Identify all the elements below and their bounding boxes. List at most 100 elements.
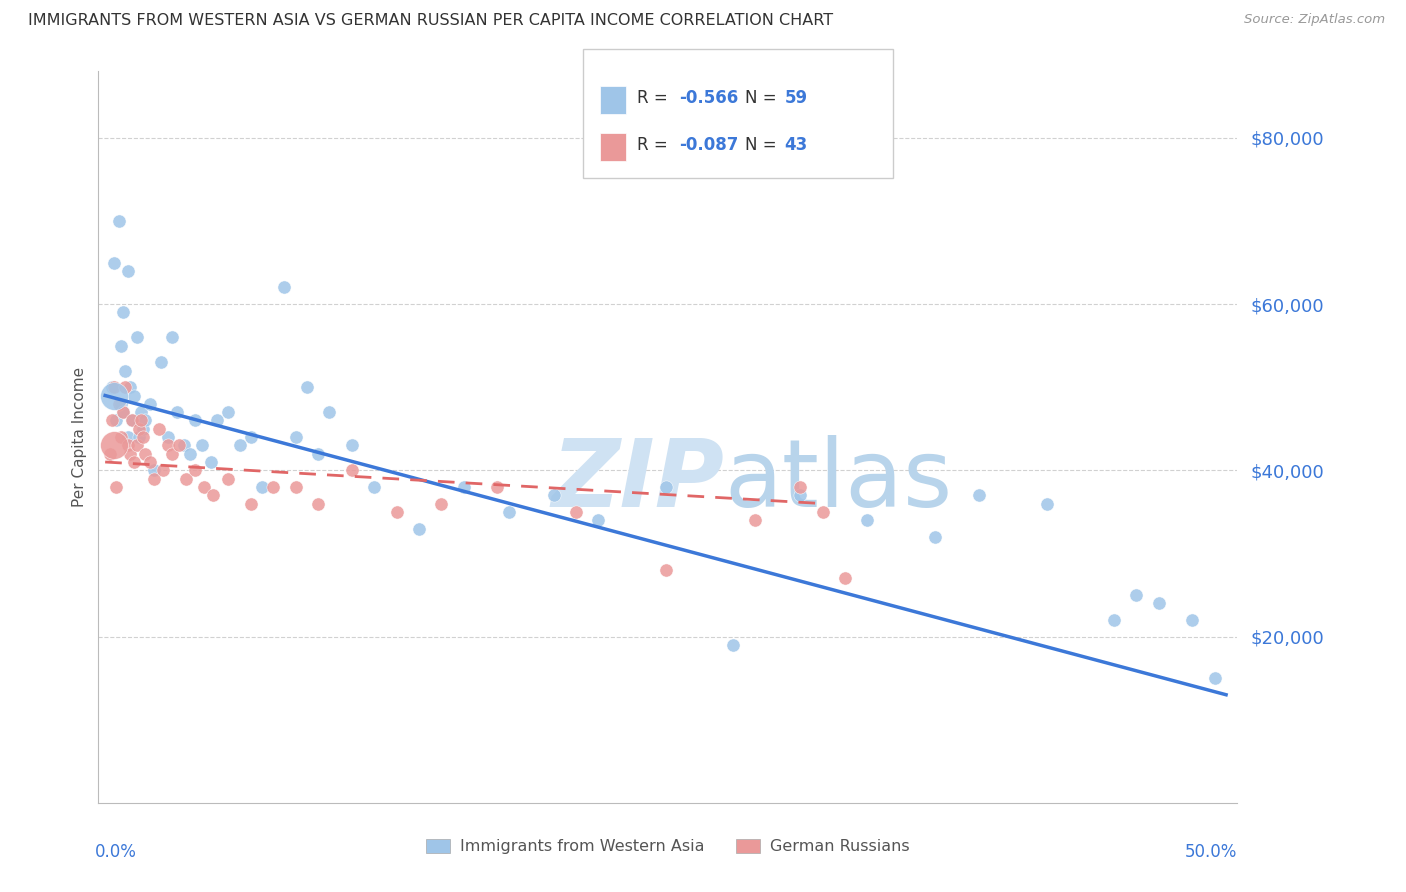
Point bbox=[284, 480, 307, 494]
Point bbox=[98, 447, 121, 461]
Point bbox=[789, 488, 811, 502]
Point bbox=[1125, 588, 1147, 602]
Point bbox=[363, 480, 385, 494]
Text: -0.087: -0.087 bbox=[679, 136, 738, 154]
Point bbox=[117, 438, 139, 452]
Point bbox=[143, 472, 166, 486]
Point bbox=[1035, 497, 1057, 511]
Point bbox=[924, 530, 946, 544]
Point bbox=[1181, 613, 1204, 627]
Text: atlas: atlas bbox=[725, 435, 953, 527]
Text: R =: R = bbox=[637, 136, 673, 154]
Point bbox=[250, 480, 273, 494]
Point bbox=[110, 397, 132, 411]
Y-axis label: Per Capita Income: Per Capita Income bbox=[72, 367, 87, 508]
Point bbox=[139, 455, 162, 469]
Point bbox=[654, 480, 676, 494]
Point bbox=[139, 397, 162, 411]
Point bbox=[588, 513, 610, 527]
Point bbox=[179, 447, 201, 461]
Point bbox=[166, 405, 188, 419]
Point bbox=[114, 363, 136, 377]
Point bbox=[340, 463, 363, 477]
Point bbox=[239, 430, 262, 444]
Point bbox=[162, 447, 184, 461]
Point bbox=[103, 380, 125, 394]
Text: N =: N = bbox=[745, 136, 782, 154]
Point bbox=[201, 488, 224, 502]
Point bbox=[117, 430, 139, 444]
Point bbox=[124, 455, 146, 469]
Point bbox=[112, 405, 135, 419]
Point bbox=[307, 447, 329, 461]
Point bbox=[744, 513, 766, 527]
Point bbox=[112, 405, 135, 419]
Point bbox=[143, 463, 166, 477]
Point bbox=[295, 380, 318, 394]
Point bbox=[150, 355, 173, 369]
Point bbox=[134, 413, 156, 427]
Point bbox=[124, 388, 146, 402]
Point bbox=[162, 330, 184, 344]
Point bbox=[101, 413, 124, 427]
Point bbox=[565, 505, 588, 519]
Point bbox=[193, 480, 215, 494]
Text: Source: ZipAtlas.com: Source: ZipAtlas.com bbox=[1244, 13, 1385, 27]
Legend: Immigrants from Western Asia, German Russians: Immigrants from Western Asia, German Rus… bbox=[420, 832, 915, 861]
Point bbox=[107, 397, 129, 411]
Point bbox=[307, 497, 329, 511]
Point bbox=[228, 438, 250, 452]
Point bbox=[284, 430, 307, 444]
Point bbox=[856, 513, 879, 527]
Point bbox=[721, 638, 744, 652]
Point bbox=[132, 422, 155, 436]
Point bbox=[103, 438, 125, 452]
Point bbox=[121, 413, 143, 427]
Point bbox=[152, 463, 174, 477]
Point bbox=[128, 422, 150, 436]
Point bbox=[498, 505, 520, 519]
Point bbox=[217, 405, 239, 419]
Text: 0.0%: 0.0% bbox=[96, 843, 136, 861]
Point bbox=[125, 438, 148, 452]
Point bbox=[543, 488, 565, 502]
Point bbox=[118, 380, 141, 394]
Text: 50.0%: 50.0% bbox=[1185, 843, 1237, 861]
Point bbox=[103, 388, 125, 402]
Text: R =: R = bbox=[637, 89, 673, 107]
Point bbox=[969, 488, 991, 502]
Point bbox=[129, 413, 152, 427]
Point bbox=[118, 447, 141, 461]
Point bbox=[128, 430, 150, 444]
Point bbox=[156, 430, 179, 444]
Point bbox=[1102, 613, 1125, 627]
Text: N =: N = bbox=[745, 89, 782, 107]
Point bbox=[834, 571, 856, 585]
Point bbox=[453, 480, 475, 494]
Point bbox=[654, 563, 676, 577]
Point bbox=[112, 305, 135, 319]
Point bbox=[1147, 596, 1170, 610]
Text: 43: 43 bbox=[785, 136, 808, 154]
Text: IMMIGRANTS FROM WESTERN ASIA VS GERMAN RUSSIAN PER CAPITA INCOME CORRELATION CHA: IMMIGRANTS FROM WESTERN ASIA VS GERMAN R… bbox=[28, 13, 834, 29]
Point bbox=[134, 447, 156, 461]
Point bbox=[148, 422, 170, 436]
Text: -0.566: -0.566 bbox=[679, 89, 738, 107]
Point bbox=[132, 430, 155, 444]
Point bbox=[156, 438, 179, 452]
Point bbox=[1204, 671, 1226, 685]
Point bbox=[318, 405, 340, 419]
Point bbox=[184, 413, 207, 427]
Point bbox=[811, 505, 834, 519]
Point bbox=[129, 405, 152, 419]
Point bbox=[262, 480, 284, 494]
Point bbox=[110, 430, 132, 444]
Point bbox=[207, 413, 229, 427]
Point bbox=[105, 413, 128, 427]
Point bbox=[105, 480, 128, 494]
Text: ZIP: ZIP bbox=[553, 435, 725, 527]
Point bbox=[117, 264, 139, 278]
Point bbox=[430, 497, 453, 511]
Point bbox=[114, 380, 136, 394]
Point bbox=[125, 330, 148, 344]
